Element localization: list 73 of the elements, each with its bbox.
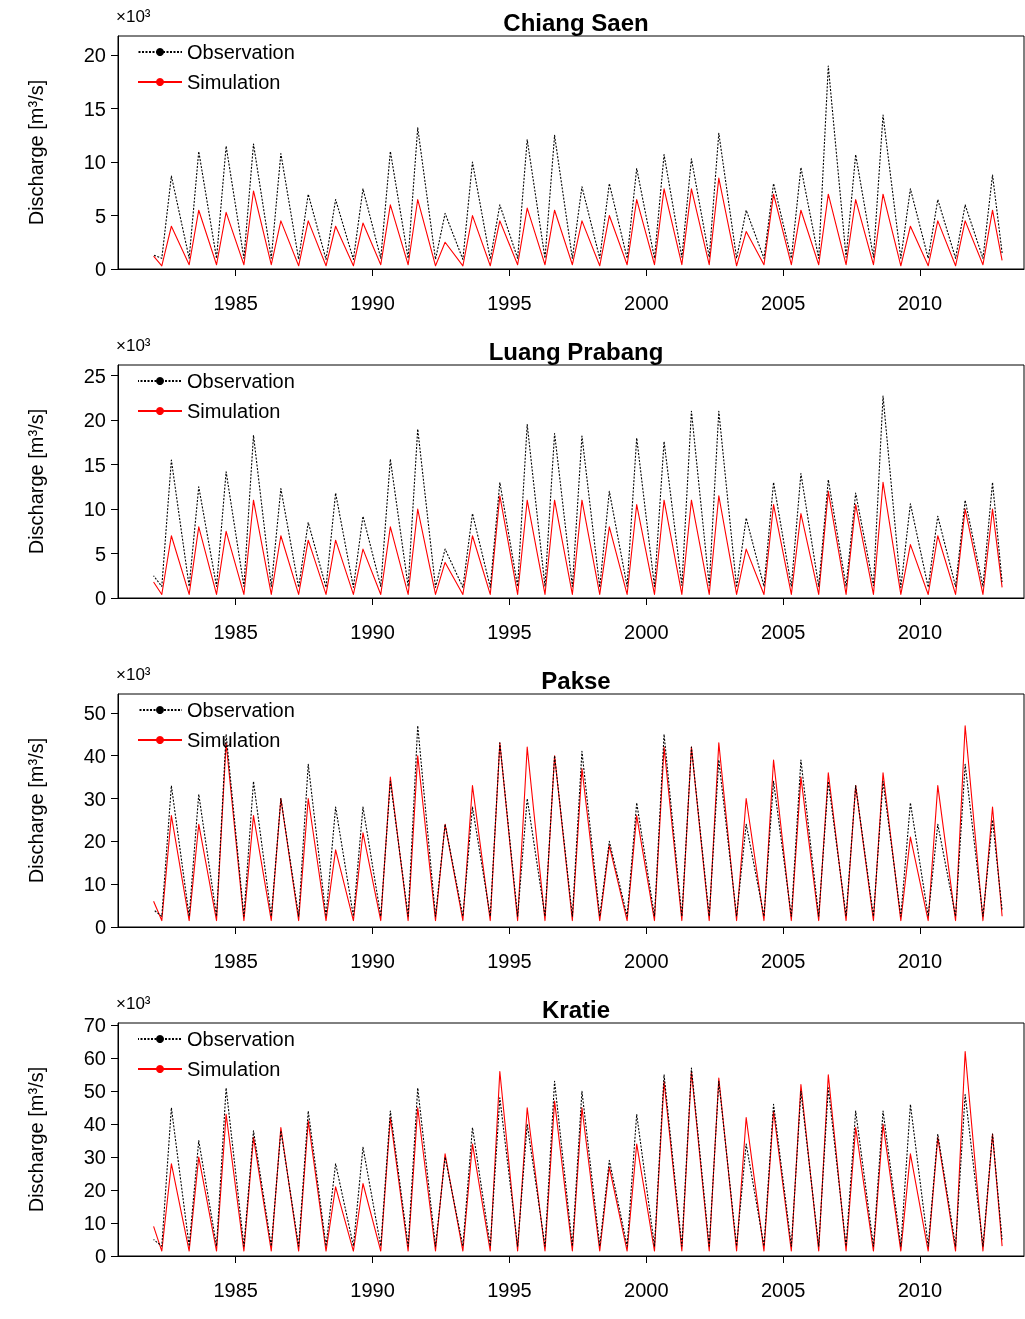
y-tick-label: 20: [83, 1179, 106, 1202]
text: ×10³: [116, 7, 151, 26]
x-tick-label: 1995: [487, 292, 532, 314]
line-series: [153, 481, 1003, 595]
x-tick-label: 1985: [213, 950, 258, 972]
y-tick-label: 25: [83, 364, 106, 387]
y-tick-label: 0: [94, 1245, 106, 1267]
legend-label: Simulation: [187, 400, 281, 422]
x-tick-label: 1990: [350, 950, 395, 972]
x-tick-label: 1990: [350, 292, 395, 314]
legend-label: Observation: [187, 370, 295, 392]
y-tick-label: 70: [83, 1014, 106, 1037]
x-tick-label: 1995: [487, 950, 532, 972]
text: ×10³: [116, 994, 151, 1013]
line-series: [153, 65, 1003, 260]
legend-label: Observation: [187, 699, 295, 721]
x-tick-label: 1985: [213, 621, 258, 643]
x-tick-label: 2010: [897, 950, 943, 972]
y-tick-label: 40: [83, 1113, 106, 1136]
x-tick-label: 1990: [350, 621, 395, 643]
x-tick-label: 2000: [624, 1279, 669, 1301]
y-tick-label: 60: [83, 1047, 106, 1070]
y-tick-label: 20: [83, 44, 106, 67]
y-tick-label: 5: [94, 204, 106, 227]
y-tick-label: 0: [94, 587, 106, 609]
y-axis-title: Discharge [m³/s]: [25, 408, 47, 555]
chart-title: Chiang Saen: [503, 8, 649, 36]
chart-title: Luang Prabang: [488, 337, 664, 365]
y-tick-label: 50: [83, 701, 106, 724]
legend-label: Simulation: [187, 71, 281, 93]
y-tick-label: 5: [94, 542, 106, 565]
x-tick-label: 1995: [487, 1279, 532, 1301]
x-tick-label: 2010: [897, 1279, 943, 1301]
x-tick-label: 1995: [487, 621, 532, 643]
line-series: [153, 395, 1003, 588]
legend-label: Observation: [187, 1028, 295, 1050]
y-tick-label: 15: [83, 453, 106, 476]
x-tick-label: 1990: [350, 1279, 395, 1301]
x-tick-label: 2005: [760, 950, 806, 972]
y-tick-label: 30: [83, 787, 106, 810]
y-tick-label: 40: [83, 744, 106, 767]
text: ×10³: [116, 665, 151, 684]
x-tick-label: 1985: [213, 1279, 258, 1301]
legend-label: Simulation: [187, 1058, 281, 1080]
y-tick-label: 30: [83, 1146, 106, 1169]
y-tick-label: 20: [83, 830, 106, 853]
x-tick-label: 2010: [897, 621, 943, 643]
y-axis-title: Discharge [m³/s]: [25, 79, 47, 226]
y-tick-label: 20: [83, 409, 106, 432]
y-tick-label: 50: [83, 1080, 106, 1103]
legend-label: Simulation: [187, 729, 281, 751]
chart-title: Pakse: [541, 666, 611, 694]
y-tick-label: 0: [94, 258, 106, 280]
y-tick-label: 10: [83, 151, 106, 174]
legend-label: Observation: [187, 41, 295, 63]
line-series: [153, 177, 1003, 267]
y-tick-label: 15: [83, 97, 106, 120]
y-tick-label: 10: [83, 498, 106, 521]
x-tick-label: 2000: [624, 292, 669, 314]
y-tick-label: 10: [83, 873, 106, 896]
x-tick-label: 2000: [624, 621, 669, 643]
x-tick-label: 2000: [624, 950, 669, 972]
y-tick-label: 10: [83, 1212, 106, 1235]
y-axis-title: Discharge [m³/s]: [25, 737, 47, 884]
x-tick-label: 1985: [213, 292, 258, 314]
x-tick-label: 2010: [897, 292, 943, 314]
x-tick-label: 2005: [760, 621, 806, 643]
x-tick-label: 2005: [760, 1279, 806, 1301]
y-tick-label: 0: [94, 916, 106, 938]
x-tick-label: 2005: [760, 292, 806, 314]
chart-title: Kratie: [541, 995, 611, 1023]
text: ×10³: [116, 336, 151, 355]
y-axis-title: Discharge [m³/s]: [25, 1066, 47, 1213]
